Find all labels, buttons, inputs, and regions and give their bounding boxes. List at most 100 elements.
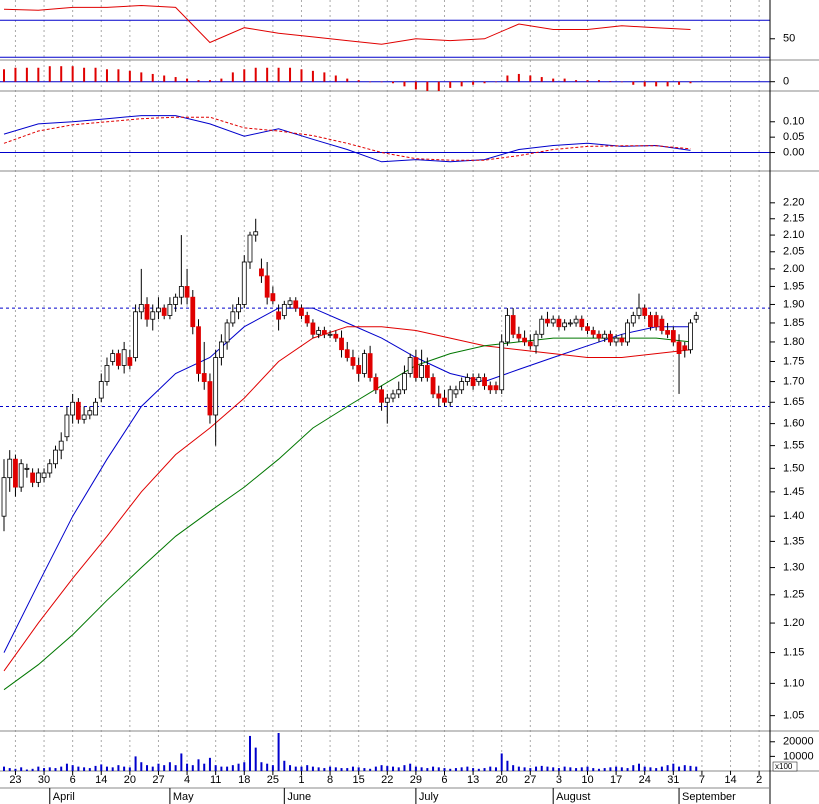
candle-body — [293, 300, 299, 309]
candle-body — [510, 315, 516, 335]
bar — [517, 766, 520, 771]
series-line — [3, 116, 691, 161]
candle-body — [688, 322, 693, 351]
candle-body — [367, 353, 373, 378]
candle-body — [613, 337, 619, 343]
bar — [111, 767, 114, 771]
bar — [472, 768, 475, 771]
y-tick-label: 1.85 — [783, 317, 804, 329]
y-tick-label: 1.50 — [783, 462, 804, 474]
candle-body — [493, 385, 499, 391]
x-tick-label: 29 — [410, 774, 422, 786]
candle-body — [241, 261, 247, 305]
bar — [71, 765, 74, 771]
candle-body — [459, 381, 465, 391]
candle-body — [321, 330, 327, 335]
bar — [426, 81, 429, 91]
bar — [294, 766, 297, 771]
month-label: May — [173, 791, 194, 803]
candle-body — [573, 318, 579, 324]
bar — [683, 765, 686, 771]
candle-body — [316, 330, 322, 335]
y-tick-label: 0.00 — [783, 146, 804, 158]
candle-body — [550, 318, 556, 324]
bar — [483, 81, 486, 84]
bar — [540, 77, 543, 82]
bar — [48, 767, 51, 771]
candle-body — [253, 231, 259, 236]
bar — [157, 763, 160, 771]
bar — [409, 763, 412, 771]
y-tick-label: 2.05 — [783, 246, 804, 258]
bar — [14, 768, 17, 771]
bar — [615, 766, 618, 771]
bar — [689, 765, 692, 771]
candle-body — [693, 315, 699, 320]
candle-body — [259, 268, 264, 277]
candle-body — [156, 307, 161, 313]
y-tick-label: 1.30 — [783, 561, 804, 573]
candle-body — [104, 365, 110, 382]
bar — [374, 766, 377, 771]
candle-body — [333, 333, 339, 339]
bar — [523, 767, 526, 771]
bar — [140, 72, 143, 82]
candle-body — [379, 389, 384, 403]
bar — [546, 766, 549, 771]
bar — [426, 768, 429, 771]
candle-body — [64, 414, 70, 438]
candle-body — [30, 472, 36, 483]
bar — [151, 73, 154, 82]
candle-body — [630, 315, 636, 324]
candle-body — [659, 318, 665, 331]
bar — [8, 768, 11, 771]
bar — [140, 762, 143, 771]
candle-body — [75, 401, 81, 420]
bar — [643, 766, 646, 771]
candle-body — [121, 349, 127, 366]
bar — [392, 81, 395, 84]
month-label: July — [419, 791, 439, 803]
x-tick-label: 13 — [467, 774, 479, 786]
bar — [65, 763, 68, 771]
candle-body — [35, 472, 41, 483]
candle-body — [636, 307, 642, 316]
candle-body — [281, 304, 287, 316]
bar — [134, 756, 137, 771]
bar — [20, 767, 23, 771]
bar — [180, 753, 183, 771]
candle-body — [585, 326, 590, 331]
bar — [254, 67, 257, 82]
x-tick-label: 17 — [610, 774, 622, 786]
bar — [100, 764, 103, 771]
series-line — [3, 307, 691, 653]
bar — [392, 766, 395, 771]
y-tick-label: 1.25 — [783, 589, 804, 601]
bar — [277, 733, 280, 771]
bar — [655, 81, 658, 87]
bar — [3, 766, 6, 771]
y-tick-label: 1.45 — [783, 486, 804, 498]
bar — [231, 72, 234, 82]
bar — [243, 762, 246, 771]
candle-body — [642, 307, 648, 316]
bar — [666, 765, 669, 771]
bar — [380, 81, 383, 83]
x-tick-label: 20 — [496, 774, 508, 786]
bar — [208, 757, 211, 771]
y-tick-label: 50 — [783, 33, 795, 45]
candle-body — [384, 397, 390, 403]
bar — [25, 67, 28, 82]
candle-body — [18, 463, 24, 488]
bar — [506, 760, 509, 771]
bar — [449, 768, 452, 771]
bar — [477, 768, 480, 771]
bar — [420, 767, 423, 771]
month-label: June — [287, 791, 311, 803]
bar — [226, 766, 229, 771]
bar — [449, 81, 452, 88]
series-line — [3, 115, 691, 163]
bar — [323, 768, 326, 771]
